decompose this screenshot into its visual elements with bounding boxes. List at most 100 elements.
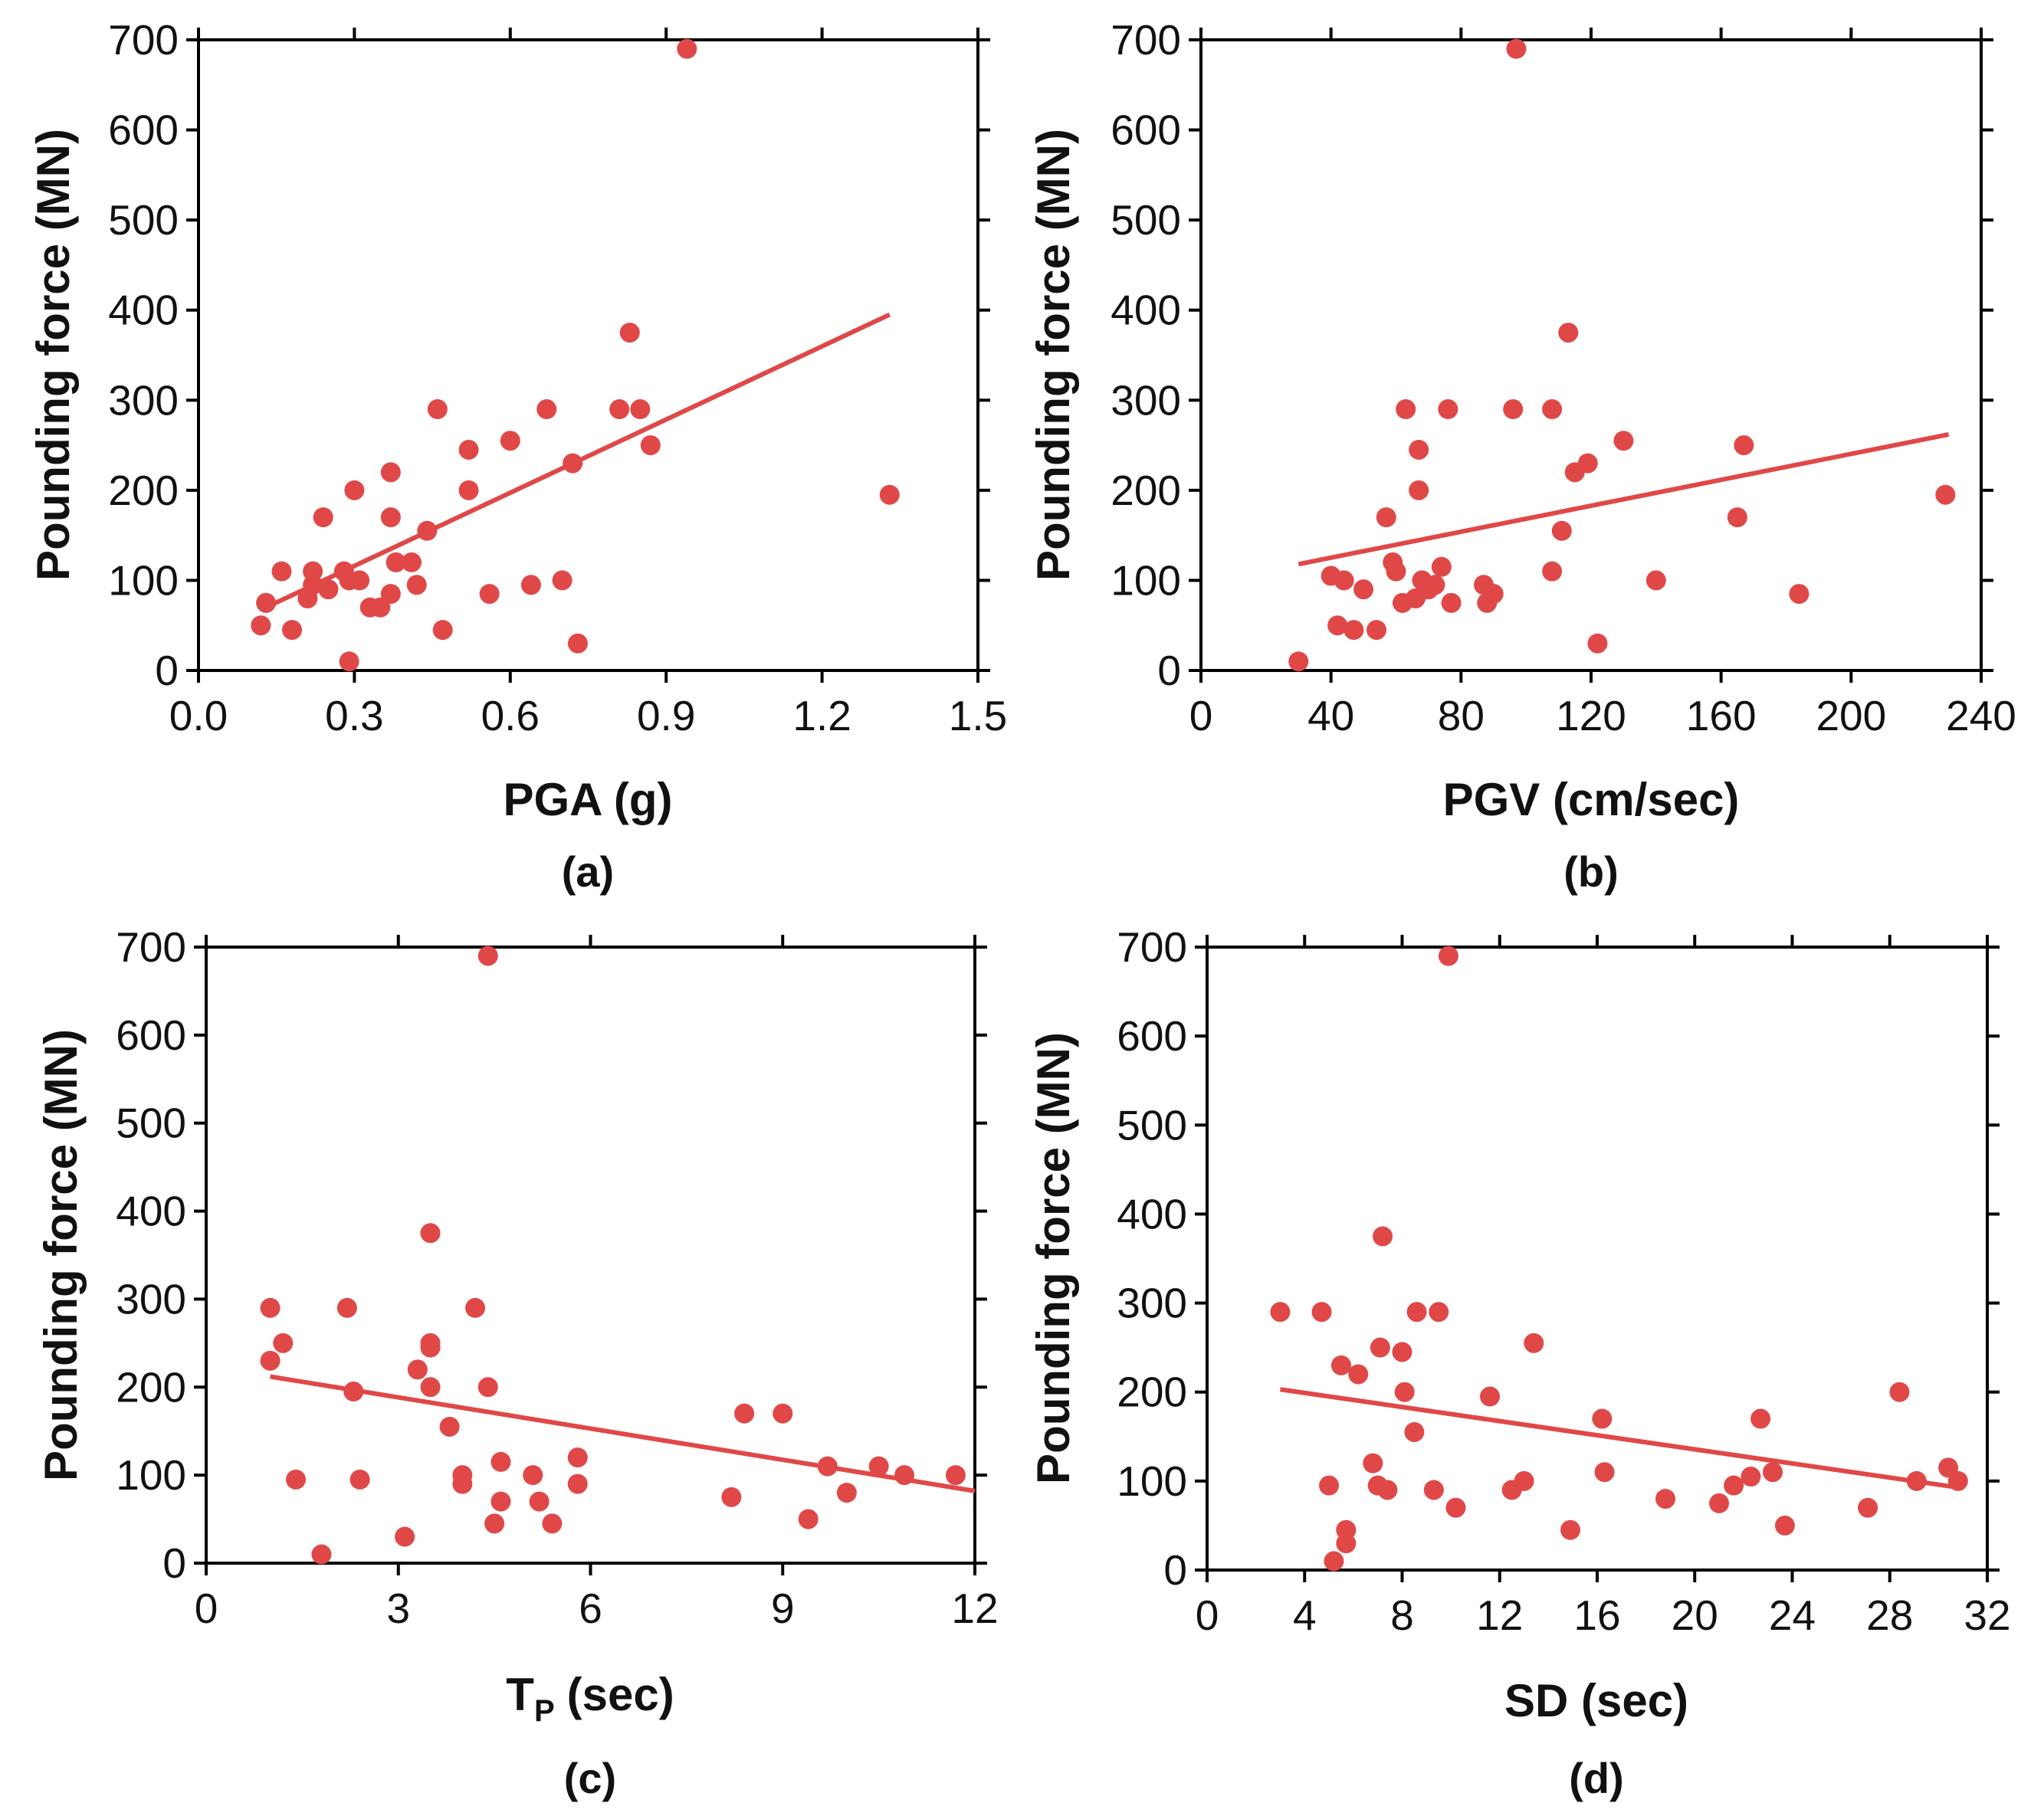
y-tick-label: 0 (155, 647, 179, 694)
data-point (349, 570, 370, 591)
data-point (1396, 399, 1416, 420)
data-point (370, 597, 391, 618)
panel-label: (a) (562, 847, 614, 896)
data-point (1506, 38, 1527, 59)
y-tick-label: 400 (1111, 287, 1181, 334)
data-point (1377, 1480, 1398, 1500)
y-tick-label: 200 (108, 467, 179, 514)
x-tick-label: 20 (1672, 1591, 1718, 1639)
data-point (303, 575, 323, 595)
data-point (256, 592, 277, 613)
data-point (380, 462, 401, 483)
y-tick-labels: 0 100 200 300 400 500 600 700 (116, 923, 186, 1587)
plot-frame (197, 38, 979, 672)
x-tick-label: 0 (1196, 1591, 1219, 1639)
data-point (260, 1350, 281, 1371)
y-tick-labels: 0 100 200 300 400 500 600 700 (1117, 923, 1187, 1594)
data-point (260, 1297, 281, 1318)
data-point (1394, 1382, 1415, 1402)
data-point (407, 1359, 428, 1380)
data-point (1947, 1470, 1968, 1491)
data-point (458, 439, 479, 460)
data-point (542, 1513, 563, 1534)
data-point (868, 1456, 889, 1477)
x-tick-labels: 0 40 80 120 160 200 240 (1189, 692, 2016, 739)
x-tick-label: 9 (771, 1585, 795, 1632)
data-point (1366, 620, 1387, 641)
data-point (1524, 1332, 1544, 1353)
data-point (344, 480, 365, 500)
y-tick-label: 100 (1117, 1457, 1187, 1505)
x-tick-label: 80 (1438, 692, 1485, 739)
panel-label: (c) (564, 1754, 616, 1802)
data-point (1319, 1475, 1340, 1496)
data-point (420, 1377, 441, 1398)
data-points (251, 38, 900, 672)
data-point (1423, 1480, 1444, 1500)
data-point (1409, 439, 1429, 460)
data-point (734, 1403, 755, 1424)
data-point (273, 1332, 294, 1353)
x-tick-label: 0.0 (169, 692, 228, 739)
data-point (452, 1473, 473, 1494)
data-point (1558, 323, 1579, 343)
x-tick-label: 0.9 (637, 692, 695, 739)
panel-a: 0 100 200 300 400 500 600 700 0.0 0.3 0.6 0.9 1.2 1.… (28, 16, 1007, 896)
data-point (1376, 507, 1396, 528)
data-point (1774, 1515, 1795, 1536)
data-point (1577, 453, 1598, 474)
data-point (318, 579, 339, 600)
y-tick-label: 600 (1117, 1012, 1187, 1060)
data-point (773, 1403, 793, 1424)
data-point (1542, 561, 1563, 582)
y-tick-label: 600 (108, 107, 179, 154)
data-point (1409, 480, 1429, 500)
data-points (1288, 38, 1956, 672)
y-tick-label: 500 (116, 1100, 186, 1147)
data-point (465, 1297, 486, 1318)
data-point (1344, 620, 1364, 641)
x-axis-title: PGV (cm/sec) (1443, 774, 1740, 825)
data-point (1441, 592, 1462, 613)
y-tick-label: 100 (1111, 556, 1181, 604)
x-tick-labels: 0.0 0.3 0.6 0.9 1.2 1.5 (169, 692, 1007, 739)
y-tick-label: 700 (108, 16, 179, 64)
data-point (567, 633, 588, 654)
x-axis-title: SD (sec) (1504, 1675, 1688, 1726)
data-point (1889, 1382, 1910, 1402)
data-point (1431, 556, 1452, 577)
data-point (1311, 1302, 1332, 1323)
data-point (477, 946, 498, 966)
data-points (260, 946, 966, 1565)
data-point (1789, 584, 1809, 605)
panel-b: 0 100 200 300 400 500 600 700 0 40 80 120 160 200 240… (1028, 16, 2016, 896)
y-axis-title: Pounding force (MN) (28, 129, 79, 581)
data-point (1858, 1497, 1878, 1518)
y-tick-label: 500 (1111, 196, 1181, 244)
y-tick-label: 700 (116, 923, 186, 971)
y-tick-label: 300 (1117, 1280, 1187, 1327)
y-tick-label: 0 (1157, 647, 1181, 694)
data-point (1438, 399, 1458, 420)
y-tick-label: 500 (108, 196, 179, 244)
y-tick-labels: 0 100 200 300 400 500 600 700 (1111, 16, 1181, 694)
trend-line (270, 1374, 976, 1493)
data-point (1330, 1355, 1351, 1375)
x-tick-label: 12 (1476, 1591, 1523, 1639)
data-point (1587, 633, 1608, 654)
y-tick-label: 700 (1117, 923, 1187, 971)
x-tick-labels: 0 3 6 9 12 (195, 1585, 999, 1632)
data-point (721, 1487, 742, 1507)
data-point (836, 1483, 857, 1503)
data-point (439, 1416, 460, 1437)
data-point (339, 651, 359, 672)
data-point (567, 1473, 588, 1494)
data-point (417, 520, 438, 541)
data-point (879, 484, 900, 505)
data-point (251, 615, 271, 636)
data-point (395, 1526, 415, 1547)
data-point (1727, 507, 1747, 528)
data-point (420, 1337, 441, 1358)
x-tick-label: 40 (1307, 692, 1354, 739)
